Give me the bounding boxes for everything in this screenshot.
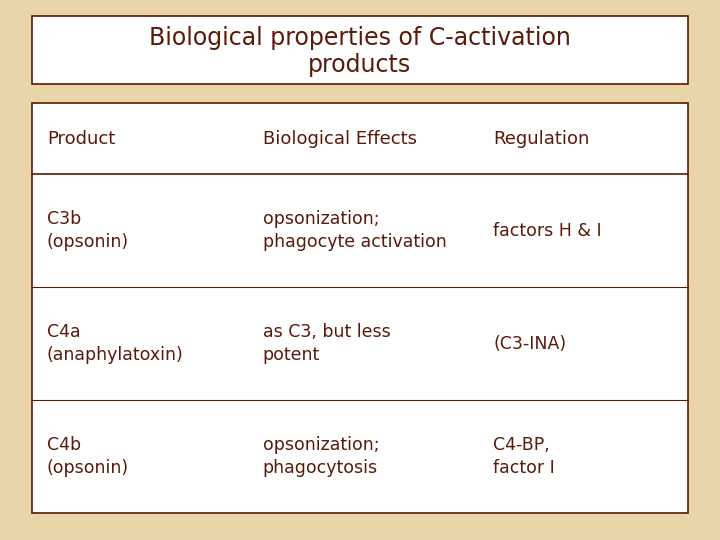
FancyBboxPatch shape	[32, 103, 688, 513]
Text: C4a
(anaphylatoxin): C4a (anaphylatoxin)	[47, 323, 184, 364]
Text: Product: Product	[47, 130, 115, 147]
Text: C4b
(opsonin): C4b (opsonin)	[47, 436, 129, 477]
Text: products: products	[308, 53, 412, 77]
Text: opsonization;
phagocyte activation: opsonization; phagocyte activation	[263, 211, 446, 251]
FancyBboxPatch shape	[32, 16, 688, 84]
Text: (C3-INA): (C3-INA)	[493, 335, 567, 353]
Text: factors H & I: factors H & I	[493, 222, 602, 240]
Text: Biological properties of C-activation: Biological properties of C-activation	[149, 26, 571, 50]
Text: Regulation: Regulation	[493, 130, 590, 147]
Text: opsonization;
phagocytosis: opsonization; phagocytosis	[263, 436, 379, 477]
Text: as C3, but less
potent: as C3, but less potent	[263, 323, 390, 364]
Text: C3b
(opsonin): C3b (opsonin)	[47, 211, 129, 251]
Text: C4-BP,
factor I: C4-BP, factor I	[493, 436, 555, 477]
Text: Biological Effects: Biological Effects	[263, 130, 417, 147]
